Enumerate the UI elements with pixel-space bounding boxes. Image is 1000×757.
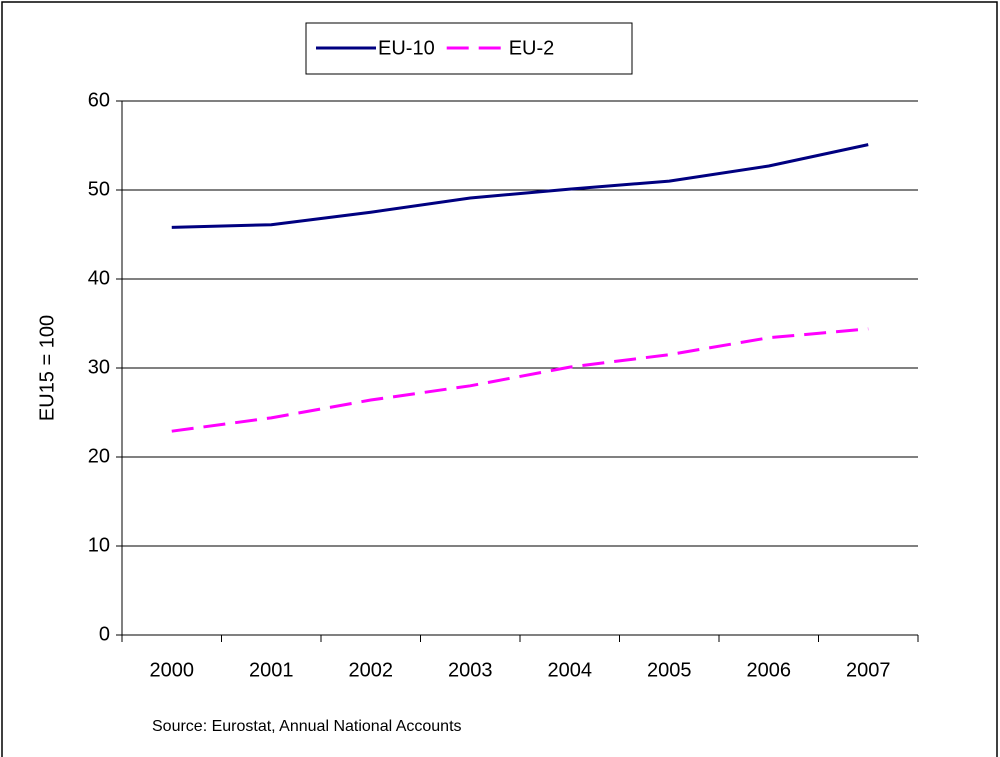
legend-label: EU-10 bbox=[378, 37, 435, 59]
series-line bbox=[171, 143, 869, 229]
x-tick-label: 2007 bbox=[846, 659, 891, 681]
x-tick-label: 2006 bbox=[747, 659, 792, 681]
y-tick-label: 30 bbox=[88, 356, 110, 378]
y-tick-label: 0 bbox=[99, 623, 110, 645]
x-tick-label: 2003 bbox=[448, 659, 493, 681]
y-tick-label: 50 bbox=[88, 178, 110, 200]
y-tick-label: 60 bbox=[88, 89, 110, 111]
y-tick-label: 20 bbox=[88, 445, 110, 467]
series-line bbox=[171, 327, 869, 433]
y-axis-label: EU15 = 100 bbox=[36, 315, 58, 421]
legend-label: EU-2 bbox=[509, 37, 555, 59]
x-tick-label: 2002 bbox=[349, 659, 394, 681]
x-tick-label: 2005 bbox=[647, 659, 692, 681]
x-tick-label: 2000 bbox=[150, 659, 195, 681]
y-tick-label: 40 bbox=[88, 267, 110, 289]
source-note: Source: Eurostat, Annual National Accoun… bbox=[152, 718, 462, 735]
x-tick-label: 2001 bbox=[249, 659, 294, 681]
x-tick-label: 2004 bbox=[548, 659, 593, 681]
y-tick-label: 10 bbox=[88, 534, 110, 556]
